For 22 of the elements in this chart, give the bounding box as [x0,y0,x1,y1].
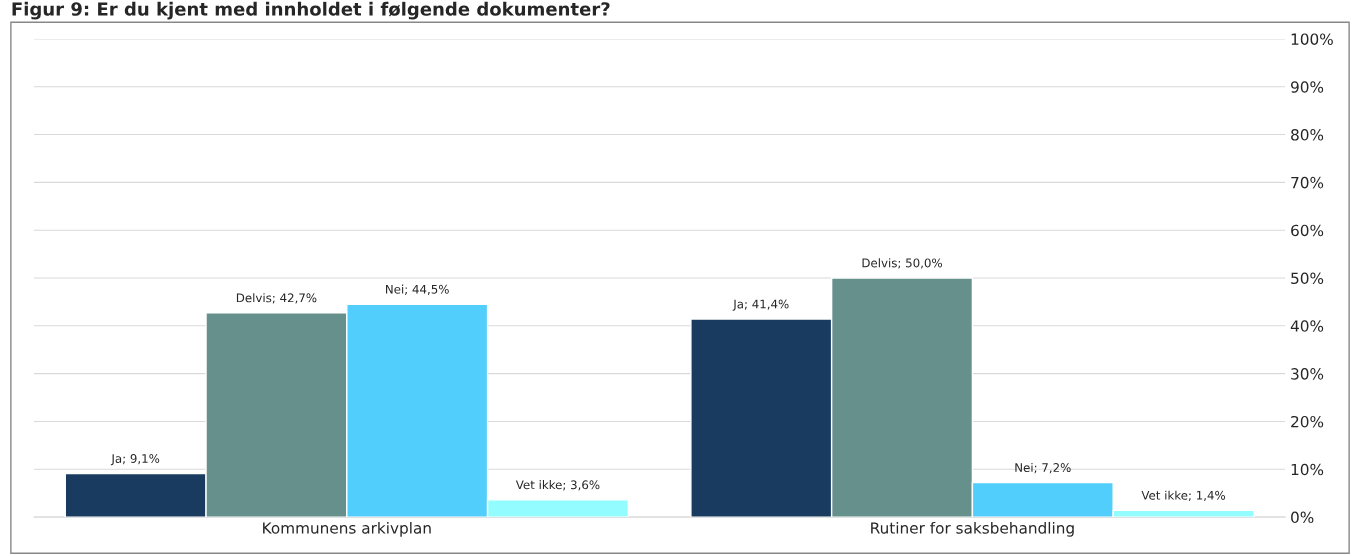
y-tick-label: 0% [1291,511,1314,524]
data-label: Vet ikke; 1,4% [1141,490,1226,501]
x-tick-label: Kommunens arkivplan [263,521,431,537]
data-label: Delvis; 42,7% [236,293,317,304]
y-tick-label: 10% [1291,463,1324,476]
y-tick-label: 100% [1291,33,1333,45]
y-tick-label: 70% [1291,176,1324,189]
y-tick-label: 50% [1291,272,1324,285]
data-label: Ja; 41,4% [732,299,789,311]
data-label: Nei; 44,5% [386,284,449,295]
data-label: Nei; 7,2% [1015,462,1071,474]
x-tick-label: Rutiner for saksbehandling [871,521,1074,537]
chart-title: Figur 9: Er du kjent med innholdet i følgende dokumenter? [12,1,610,20]
y-tick-label: 20% [1291,415,1324,428]
y-tick-label: 40% [1290,320,1324,332]
y-tick-label: 30% [1291,368,1324,380]
y-tick-label: 90% [1291,81,1324,93]
y-tick-label: 60% [1291,224,1324,237]
data-label: Ja; 9,1% [110,454,160,466]
data-label: Delvis; 50,0% [862,258,943,269]
data-label: Vet ikke; 3,6% [515,480,600,491]
y-tick-label: 80% [1291,129,1324,141]
